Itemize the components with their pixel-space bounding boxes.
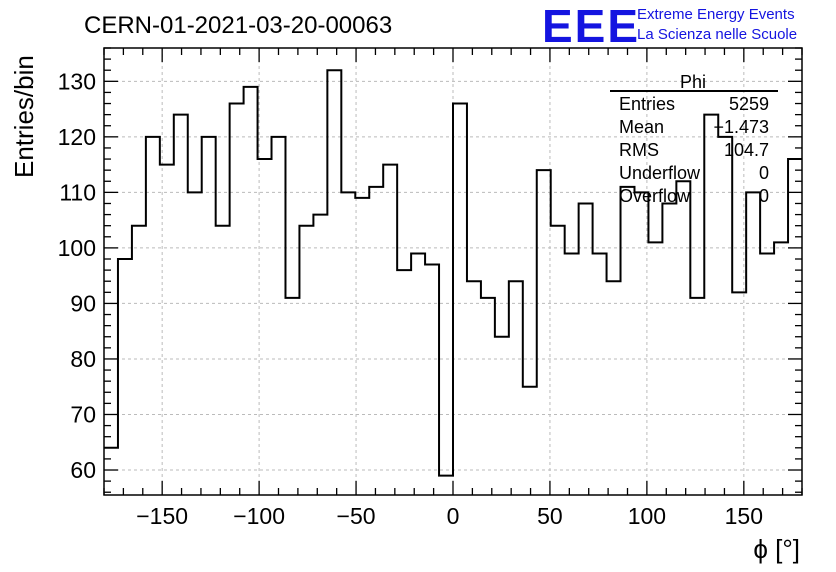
stats-value: 0 (759, 186, 769, 206)
x-tick-label: 0 (447, 503, 460, 529)
stats-value: 104.7 (724, 140, 769, 160)
logo-line-1: Extreme Energy Events (637, 6, 795, 23)
stats-value: 5259 (729, 94, 769, 114)
chart-title: CERN-01-2021-03-20-00063 (84, 12, 392, 39)
y-tick-label: 110 (59, 179, 96, 205)
x-tick-label: 50 (537, 503, 563, 529)
stats-box: Phi Entries 5259 Mean −1.473 RMS 104.7 Underfl… (610, 72, 778, 206)
stats-box-title: Phi (680, 72, 706, 92)
histogram-outline (104, 69, 802, 477)
y-tick-label: 60 (70, 457, 96, 483)
tick-labels: −150 −100 −50 0 50 100 150 60 70 80 90 100 110 120 130 (58, 68, 763, 529)
stats-value: −1.473 (713, 117, 769, 137)
x-tick-label: −100 (233, 503, 285, 529)
y-tick-label: 70 (70, 401, 96, 427)
x-tick-label: −50 (337, 503, 376, 529)
stats-label: Overflow (619, 186, 691, 206)
stats-value: 0 (759, 163, 769, 183)
y-tick-label: 120 (58, 124, 96, 150)
tick-marks (103, 47, 803, 495)
stats-label: Underflow (619, 163, 701, 183)
y-tick-label: 100 (58, 235, 96, 261)
stats-label: Entries (619, 94, 675, 114)
eee-logo: EEE (542, 0, 640, 52)
logo-line-2: La Scienza nelle Scuole (637, 26, 797, 43)
y-axis-label: Entries/bin (9, 55, 39, 178)
y-tick-label: 80 (70, 346, 96, 372)
y-tick-label: 130 (58, 68, 96, 94)
x-tick-label: −150 (136, 503, 188, 529)
x-tick-label: 100 (628, 503, 666, 529)
x-axis-label: ϕ [°] (753, 534, 800, 564)
x-tick-label: 150 (725, 503, 763, 529)
y-tick-label: 90 (70, 290, 96, 316)
stats-rows: Entries 5259 Mean −1.473 RMS 104.7 Underflow 0 O… (619, 94, 769, 206)
stats-label: Mean (619, 117, 664, 137)
stats-label: RMS (619, 140, 659, 160)
